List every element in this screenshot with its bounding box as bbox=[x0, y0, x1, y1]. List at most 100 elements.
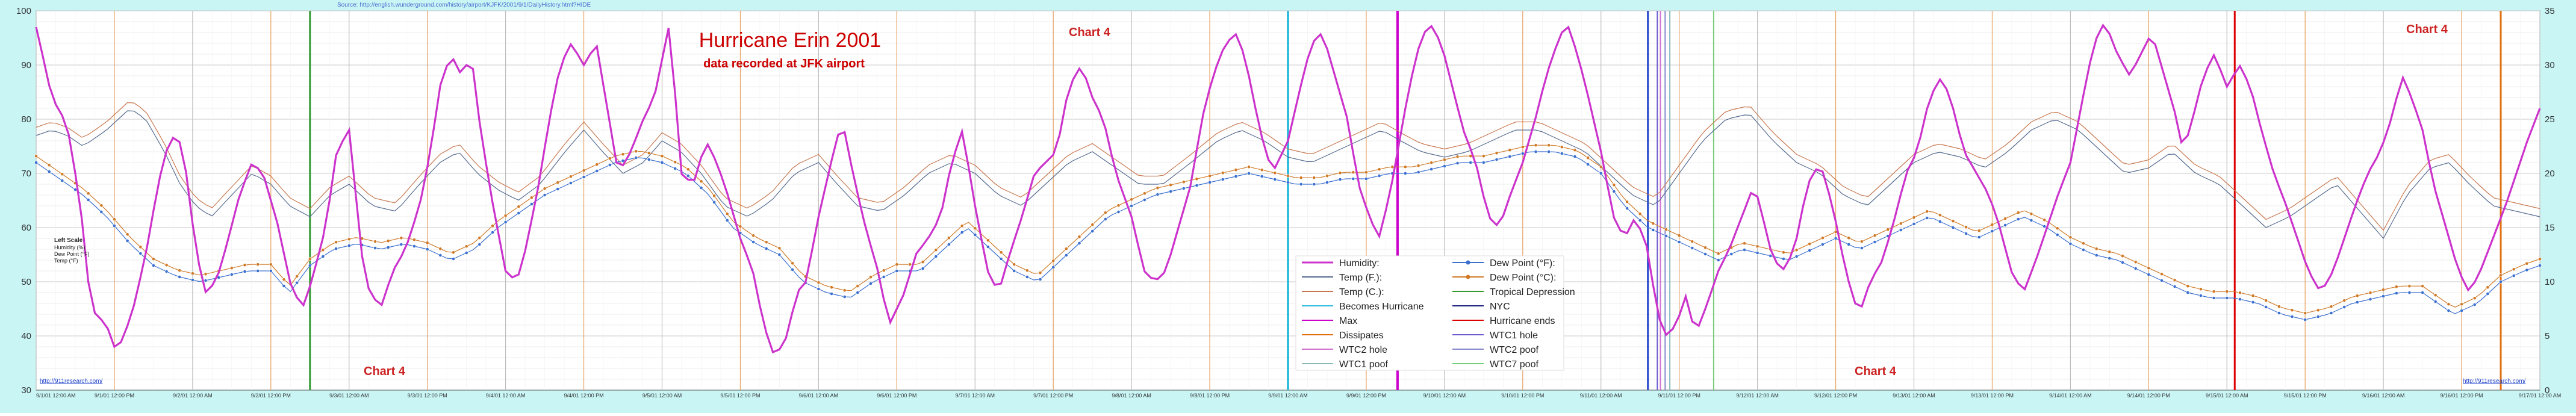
point-dew-point-f bbox=[1234, 175, 1238, 178]
point-dew-point-f bbox=[934, 255, 938, 258]
point-dew-point-f bbox=[660, 161, 664, 164]
x-tick-label: 9/4/01 12:00 PM bbox=[564, 393, 604, 399]
chart-label-bottom-1: Chart 4 bbox=[364, 365, 406, 378]
point-dew-point-c bbox=[1938, 213, 1942, 217]
point-dew-point-f bbox=[2433, 300, 2438, 303]
point-dew-point-f bbox=[2394, 291, 2398, 295]
point-dew-point-f bbox=[999, 257, 1003, 261]
point-dew-point-f bbox=[1547, 150, 1551, 154]
point-dew-point-f bbox=[2068, 242, 2073, 246]
legend-item-wtc2-poof: WTC2 poof bbox=[1452, 345, 1538, 355]
point-dew-point-c bbox=[2394, 285, 2398, 289]
point-dew-point-f bbox=[1325, 181, 1329, 184]
legend-label: Dissipates bbox=[1339, 331, 1384, 341]
point-dew-point-f bbox=[2472, 303, 2477, 306]
right-y-axis: 0 5 10 15 20 25 30 35 bbox=[2545, 6, 2555, 396]
right-y-tick: 20 bbox=[2545, 169, 2555, 179]
point-dew-point-f bbox=[2264, 305, 2268, 309]
point-dew-point-f bbox=[634, 156, 638, 160]
point-dew-point-c bbox=[308, 257, 312, 261]
right-y-tick: 10 bbox=[2545, 277, 2555, 287]
x-tick-label: 9/9/01 12:00 PM bbox=[1346, 393, 1386, 399]
point-dew-point-c bbox=[869, 275, 873, 279]
point-dew-point-c bbox=[1364, 170, 1368, 175]
legend-item-dissipates: Dissipates bbox=[1302, 331, 1384, 341]
point-dew-point-f bbox=[1808, 249, 1812, 252]
point-dew-point-f bbox=[1847, 243, 1851, 246]
point-dew-point-f bbox=[2160, 279, 2164, 282]
point-dew-point-c bbox=[1716, 252, 1720, 256]
right-y-tick: 15 bbox=[2545, 223, 2555, 233]
point-dew-point-f bbox=[2447, 309, 2451, 312]
point-dew-point-c bbox=[882, 269, 886, 273]
point-dew-point-f bbox=[1469, 161, 1473, 164]
point-dew-point-f bbox=[1299, 182, 1303, 186]
point-dew-point-f bbox=[99, 210, 104, 214]
left-scale-heading: Left Scale bbox=[54, 237, 83, 244]
point-dew-point-f bbox=[647, 158, 651, 161]
point-dew-point-f bbox=[1260, 175, 1264, 178]
point-dew-point-c bbox=[1664, 228, 1668, 232]
x-tick-label: 9/10/01 12:00 PM bbox=[1501, 393, 1544, 399]
series-temp-c bbox=[36, 102, 2540, 231]
x-tick-label: 9/11/01 12:00 PM bbox=[1658, 393, 1700, 399]
point-dew-point-c bbox=[1403, 165, 1407, 169]
point-dew-point-c bbox=[2186, 284, 2190, 288]
point-dew-point-c bbox=[282, 278, 286, 282]
point-dew-point-f bbox=[204, 279, 208, 282]
point-dew-point-f bbox=[138, 252, 143, 255]
point-dew-point-c bbox=[517, 205, 521, 209]
point-dew-point-c bbox=[530, 196, 534, 200]
point-dew-point-c bbox=[1325, 174, 1329, 178]
point-dew-point-c bbox=[999, 250, 1003, 255]
right-y-tick: 30 bbox=[2545, 60, 2555, 70]
x-tick-label: 9/15/01 12:00 AM bbox=[2206, 393, 2248, 399]
legend-item-tropical-depression: Tropical Depression bbox=[1452, 287, 1575, 297]
point-dew-point-c bbox=[1390, 165, 1395, 169]
point-dew-point-c bbox=[960, 224, 964, 228]
point-dew-point-c bbox=[1442, 158, 1446, 162]
point-dew-point-f bbox=[1755, 251, 1759, 255]
left-y-tick: 40 bbox=[21, 331, 31, 341]
point-dew-point-f bbox=[1156, 193, 1160, 196]
point-dew-point-f bbox=[269, 269, 273, 273]
point-dew-point-f bbox=[2173, 285, 2177, 288]
left-y-tick: 50 bbox=[21, 277, 31, 287]
point-dew-point-c bbox=[478, 236, 482, 240]
x-tick-label: 9/7/01 12:00 PM bbox=[1033, 393, 1073, 399]
legend-label: WTC1 poof bbox=[1339, 359, 1388, 370]
point-dew-point-c bbox=[1690, 240, 1694, 244]
x-tick-label: 9/1/01 12:00 PM bbox=[95, 393, 134, 399]
legend-label: Temp (F.): bbox=[1339, 273, 1382, 283]
point-dew-point-c bbox=[464, 244, 468, 249]
chart-label-top-2: Chart 4 bbox=[2406, 23, 2448, 36]
point-dew-point-f bbox=[1351, 177, 1355, 181]
point-dew-point-c bbox=[725, 212, 729, 216]
x-tick-label: 9/3/01 12:00 PM bbox=[408, 393, 447, 399]
point-dew-point-f bbox=[112, 224, 116, 228]
point-dew-point-c bbox=[1260, 168, 1264, 172]
point-dew-point-f bbox=[1286, 181, 1290, 184]
point-dew-point-f bbox=[1638, 219, 1642, 222]
point-dew-point-f bbox=[438, 253, 443, 257]
point-dew-point-f bbox=[1273, 178, 1277, 181]
point-dew-point-c bbox=[1547, 143, 1551, 147]
point-dew-point-f bbox=[464, 251, 468, 255]
point-dew-point-f bbox=[1012, 269, 1016, 273]
footer-link-left[interactable]: http://911research.com/ bbox=[40, 378, 103, 385]
point-dew-point-c bbox=[1338, 171, 1342, 175]
source-url[interactable]: Source: http://english.wunderground.com/… bbox=[337, 2, 591, 8]
point-dew-point-c bbox=[1142, 191, 1146, 196]
point-dew-point-c bbox=[1077, 235, 1081, 239]
point-dew-point-c bbox=[1560, 145, 1564, 149]
point-dew-point-c bbox=[190, 272, 194, 276]
point-dew-point-f bbox=[2225, 296, 2229, 300]
point-dew-point-f bbox=[1769, 254, 1773, 258]
point-dew-point-c bbox=[412, 238, 416, 242]
legend-label: Humidity: bbox=[1339, 258, 1380, 269]
footer-link-right[interactable]: http://911research.com/ bbox=[2463, 378, 2526, 385]
point-dew-point-f bbox=[1586, 163, 1590, 166]
x-tick-label: 9/2/01 12:00 PM bbox=[251, 393, 291, 399]
point-dew-point-f bbox=[1142, 198, 1146, 202]
point-dew-point-c bbox=[1495, 151, 1499, 155]
